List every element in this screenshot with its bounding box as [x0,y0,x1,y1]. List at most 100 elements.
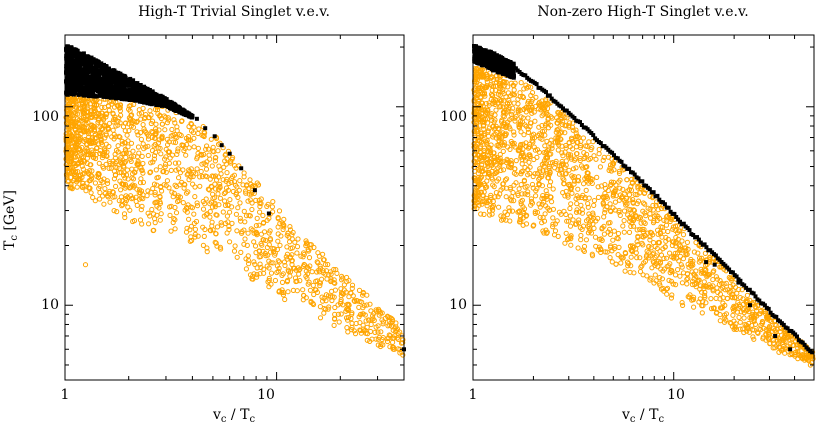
panel-left-orange-point [307,256,311,260]
panel-left-orange-point [278,243,282,247]
panel-left-xtick-label-10: 10 [257,387,275,403]
panel-right-orange-point [576,187,580,191]
panel-left-black-point [195,117,199,121]
panel-right: Non-zero High-T Singlet v.e.v. 1 10 10 1… [440,4,815,425]
panel-left-black-point [155,93,159,97]
panel-left-orange-point [154,168,158,172]
panel-left-orange-point [218,196,222,200]
panel-left-black-point [96,64,100,68]
panel-left-orange-point [98,197,102,201]
panel-left-orange-point [237,188,241,192]
panel-left-black-point [94,60,98,64]
panel-left-black-point [93,94,97,98]
panel-left-black-point [154,96,158,100]
panel-left-black-point [220,143,224,147]
panel-left-orange-point [103,187,107,191]
panel-left-orange-point [286,290,290,294]
panel-left-orange-point [295,245,299,249]
panel-left-black-point [100,77,104,81]
panel-left-black-point [76,49,80,53]
panel-left-black-point [116,86,120,90]
panel-right-orange-point [579,233,583,237]
panel-left-orange-point [165,179,169,183]
panel-right-orange-point [592,226,596,230]
panel-left-black-point [172,108,176,112]
panel-right-orange-point [551,187,555,191]
panel-left-black-point [142,94,146,98]
panel-right-orange-point [738,320,742,324]
panel-left-orange-point [195,204,199,208]
panel-left-orange-point [296,237,300,241]
panel-left-orange-point [228,240,232,244]
panel-right-orange-point [549,180,553,184]
panel-left-xlabel-T-sub: c [249,414,255,425]
panel-left-black-point [85,87,89,91]
panel-right-plot-area [472,44,815,367]
panel-left-orange-point [192,212,196,216]
panel-left-black-point [148,93,152,97]
panel-left-orange-point [318,305,322,309]
panel-left-orange-point [132,102,136,106]
panel-left-orange-point [318,316,322,320]
panel-left-black-point [67,63,71,67]
panel-left-orange-point [158,165,162,169]
panel-right-orange-point [526,116,530,120]
panel-left-orange-point [283,297,287,301]
panel-left-orange-point [311,283,315,287]
panel-left-orange-point [333,288,337,292]
panel-right-orange-point [520,192,524,196]
panel-left-orange-point [108,200,112,204]
panel-right-orange-point [501,149,505,153]
panel-left-black-point [143,99,147,103]
panel-right-orange-point [534,194,538,198]
panel-left-orange-point [193,185,197,189]
panel-left-orange-point [129,155,133,159]
panel-right-orange-point [538,215,542,219]
panel-left-orange-point [147,222,151,226]
panel-left-orange-point [207,153,211,157]
panel-right-orange-point [522,133,526,137]
panel-right-orange-point [602,215,606,219]
panel-left-black-point [142,85,146,89]
panel-right-orange-point [666,229,670,233]
panel-right-orange-point [592,154,596,158]
panel-right-orange-point [568,206,572,210]
panel-left-black-point [79,53,83,57]
panel-left-orange-point [248,178,252,182]
panel-left-black-point [89,66,93,70]
panel-left-orange-point [215,225,219,229]
panel-right-orange-point [592,203,596,207]
panel-left-orange-point [312,292,316,296]
panel-left-orange-point [276,239,280,243]
panel-right-orange-point [551,216,555,220]
panel-left-orange-point [119,188,123,192]
panel-left-black-point [108,93,112,97]
panel-left-orange-point [138,218,142,222]
panel-right-orange-point [685,240,689,244]
panel-left-black-point [107,69,111,73]
panel-left-orange-point [347,295,351,299]
panel-left-black-point [78,70,82,74]
panel-left-orange-point [91,195,95,199]
panel-left-orange-point [391,340,395,344]
panel-left-orange-point [158,218,162,222]
panel-right-orange-point [504,195,508,199]
panel-right-orange-point [508,219,512,223]
panel-left-orange-point [322,311,326,315]
panel-left-black-point [129,89,133,93]
panel-left-orange-point [225,214,229,218]
panel-left-orange-point [125,168,129,172]
panel-left-orange-point [93,181,97,185]
panel-left-title: High-T Trivial Singlet v.e.v. [138,4,330,20]
panel-right-orange-point [533,119,537,123]
panel-left-black-point [182,110,186,114]
panel-left-orange-point [225,171,229,175]
panel-left-xtick-label-1: 1 [61,387,70,403]
panel-left-orange-point [271,200,275,204]
panel-right-orange-point [742,316,746,320]
panel-right-orange-point [622,230,626,234]
panel-left-orange-point [141,123,145,127]
panel-left-orange-point [255,216,259,220]
panel-right-orange-point [644,214,648,218]
panel-left-orange-point [146,153,150,157]
